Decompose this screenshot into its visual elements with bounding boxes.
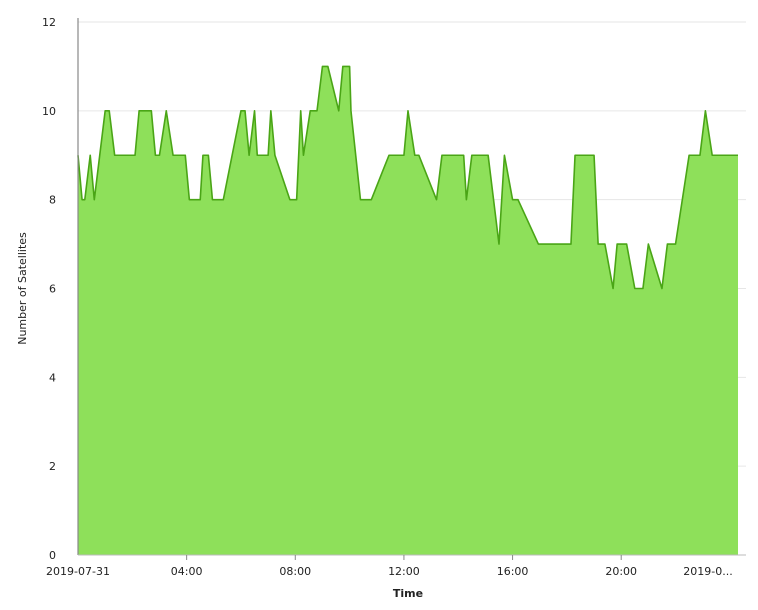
y-tick-label: 6 (49, 283, 56, 296)
x-tick-label: 2019-07-31 (46, 565, 110, 578)
y-tick-label: 2 (49, 460, 56, 473)
x-tick-label: 12:00 (388, 565, 420, 578)
y-axis-title: Number of Satellites (16, 232, 29, 345)
x-axis-title: Time (393, 587, 423, 600)
y-tick-label: 0 (49, 549, 56, 562)
y-tick-label: 10 (42, 105, 56, 118)
x-tick-label: 08:00 (279, 565, 311, 578)
y-tick-label: 8 (49, 194, 56, 207)
x-tick-label: 20:00 (605, 565, 637, 578)
x-tick-label: 04:00 (171, 565, 203, 578)
y-tick-label: 12 (42, 16, 56, 29)
plot-area (78, 66, 738, 555)
x-tick-label: 2019-0... (683, 565, 732, 578)
series-area (78, 66, 738, 555)
x-tick-label: 16:00 (497, 565, 529, 578)
y-tick-label: 4 (49, 371, 56, 384)
